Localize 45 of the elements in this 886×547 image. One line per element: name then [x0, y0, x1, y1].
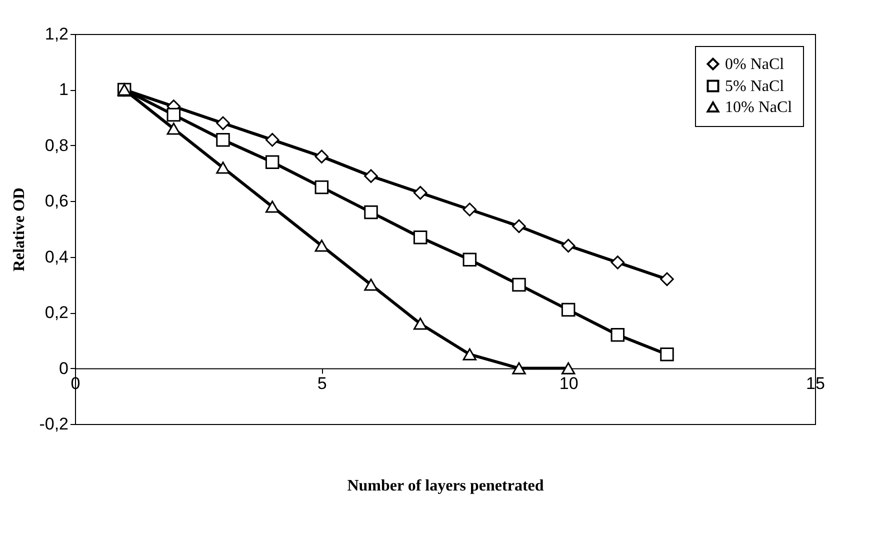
point	[314, 240, 329, 252]
point	[660, 272, 674, 286]
point	[462, 202, 477, 216]
legend-label: 5% NaCl	[725, 78, 785, 95]
point	[512, 278, 526, 292]
y-tick-label: 0	[59, 358, 68, 378]
y-tick-label: 0,4	[44, 247, 68, 266]
point	[660, 347, 674, 362]
point	[561, 362, 576, 374]
point	[610, 256, 625, 270]
point	[216, 132, 230, 147]
y-tick-label: 0,6	[44, 192, 68, 211]
point	[413, 186, 428, 200]
y-tick-label: 0,8	[44, 136, 68, 155]
point	[462, 348, 477, 360]
legend-label: 10% NaCl	[725, 99, 793, 116]
point	[413, 318, 428, 330]
point	[364, 205, 378, 220]
x-tick-label: 5	[317, 374, 327, 393]
point	[610, 328, 625, 342]
point	[265, 155, 280, 170]
y-tick-label: 0,2	[44, 303, 68, 322]
point	[314, 150, 329, 164]
point	[561, 302, 576, 317]
point	[314, 180, 329, 194]
point	[512, 362, 526, 374]
point	[216, 116, 230, 130]
x-axis-title: Number of layers penetrated	[347, 478, 544, 494]
y-axis-title: Relative OD	[11, 188, 28, 272]
point	[265, 200, 280, 213]
point	[413, 230, 428, 244]
point	[216, 162, 230, 174]
point	[462, 252, 477, 267]
point	[512, 219, 526, 234]
point	[364, 278, 378, 291]
point	[265, 132, 280, 147]
point	[166, 122, 181, 135]
y-tick-label: 1	[59, 80, 68, 100]
x-tick-label: 10	[559, 374, 578, 393]
point	[364, 169, 378, 183]
point	[166, 108, 181, 122]
y-tick-label: -0,2	[39, 414, 68, 434]
y-tick-label: 1,2	[44, 24, 68, 44]
point	[561, 238, 576, 253]
legend-label: 0% NaCl	[725, 56, 785, 73]
